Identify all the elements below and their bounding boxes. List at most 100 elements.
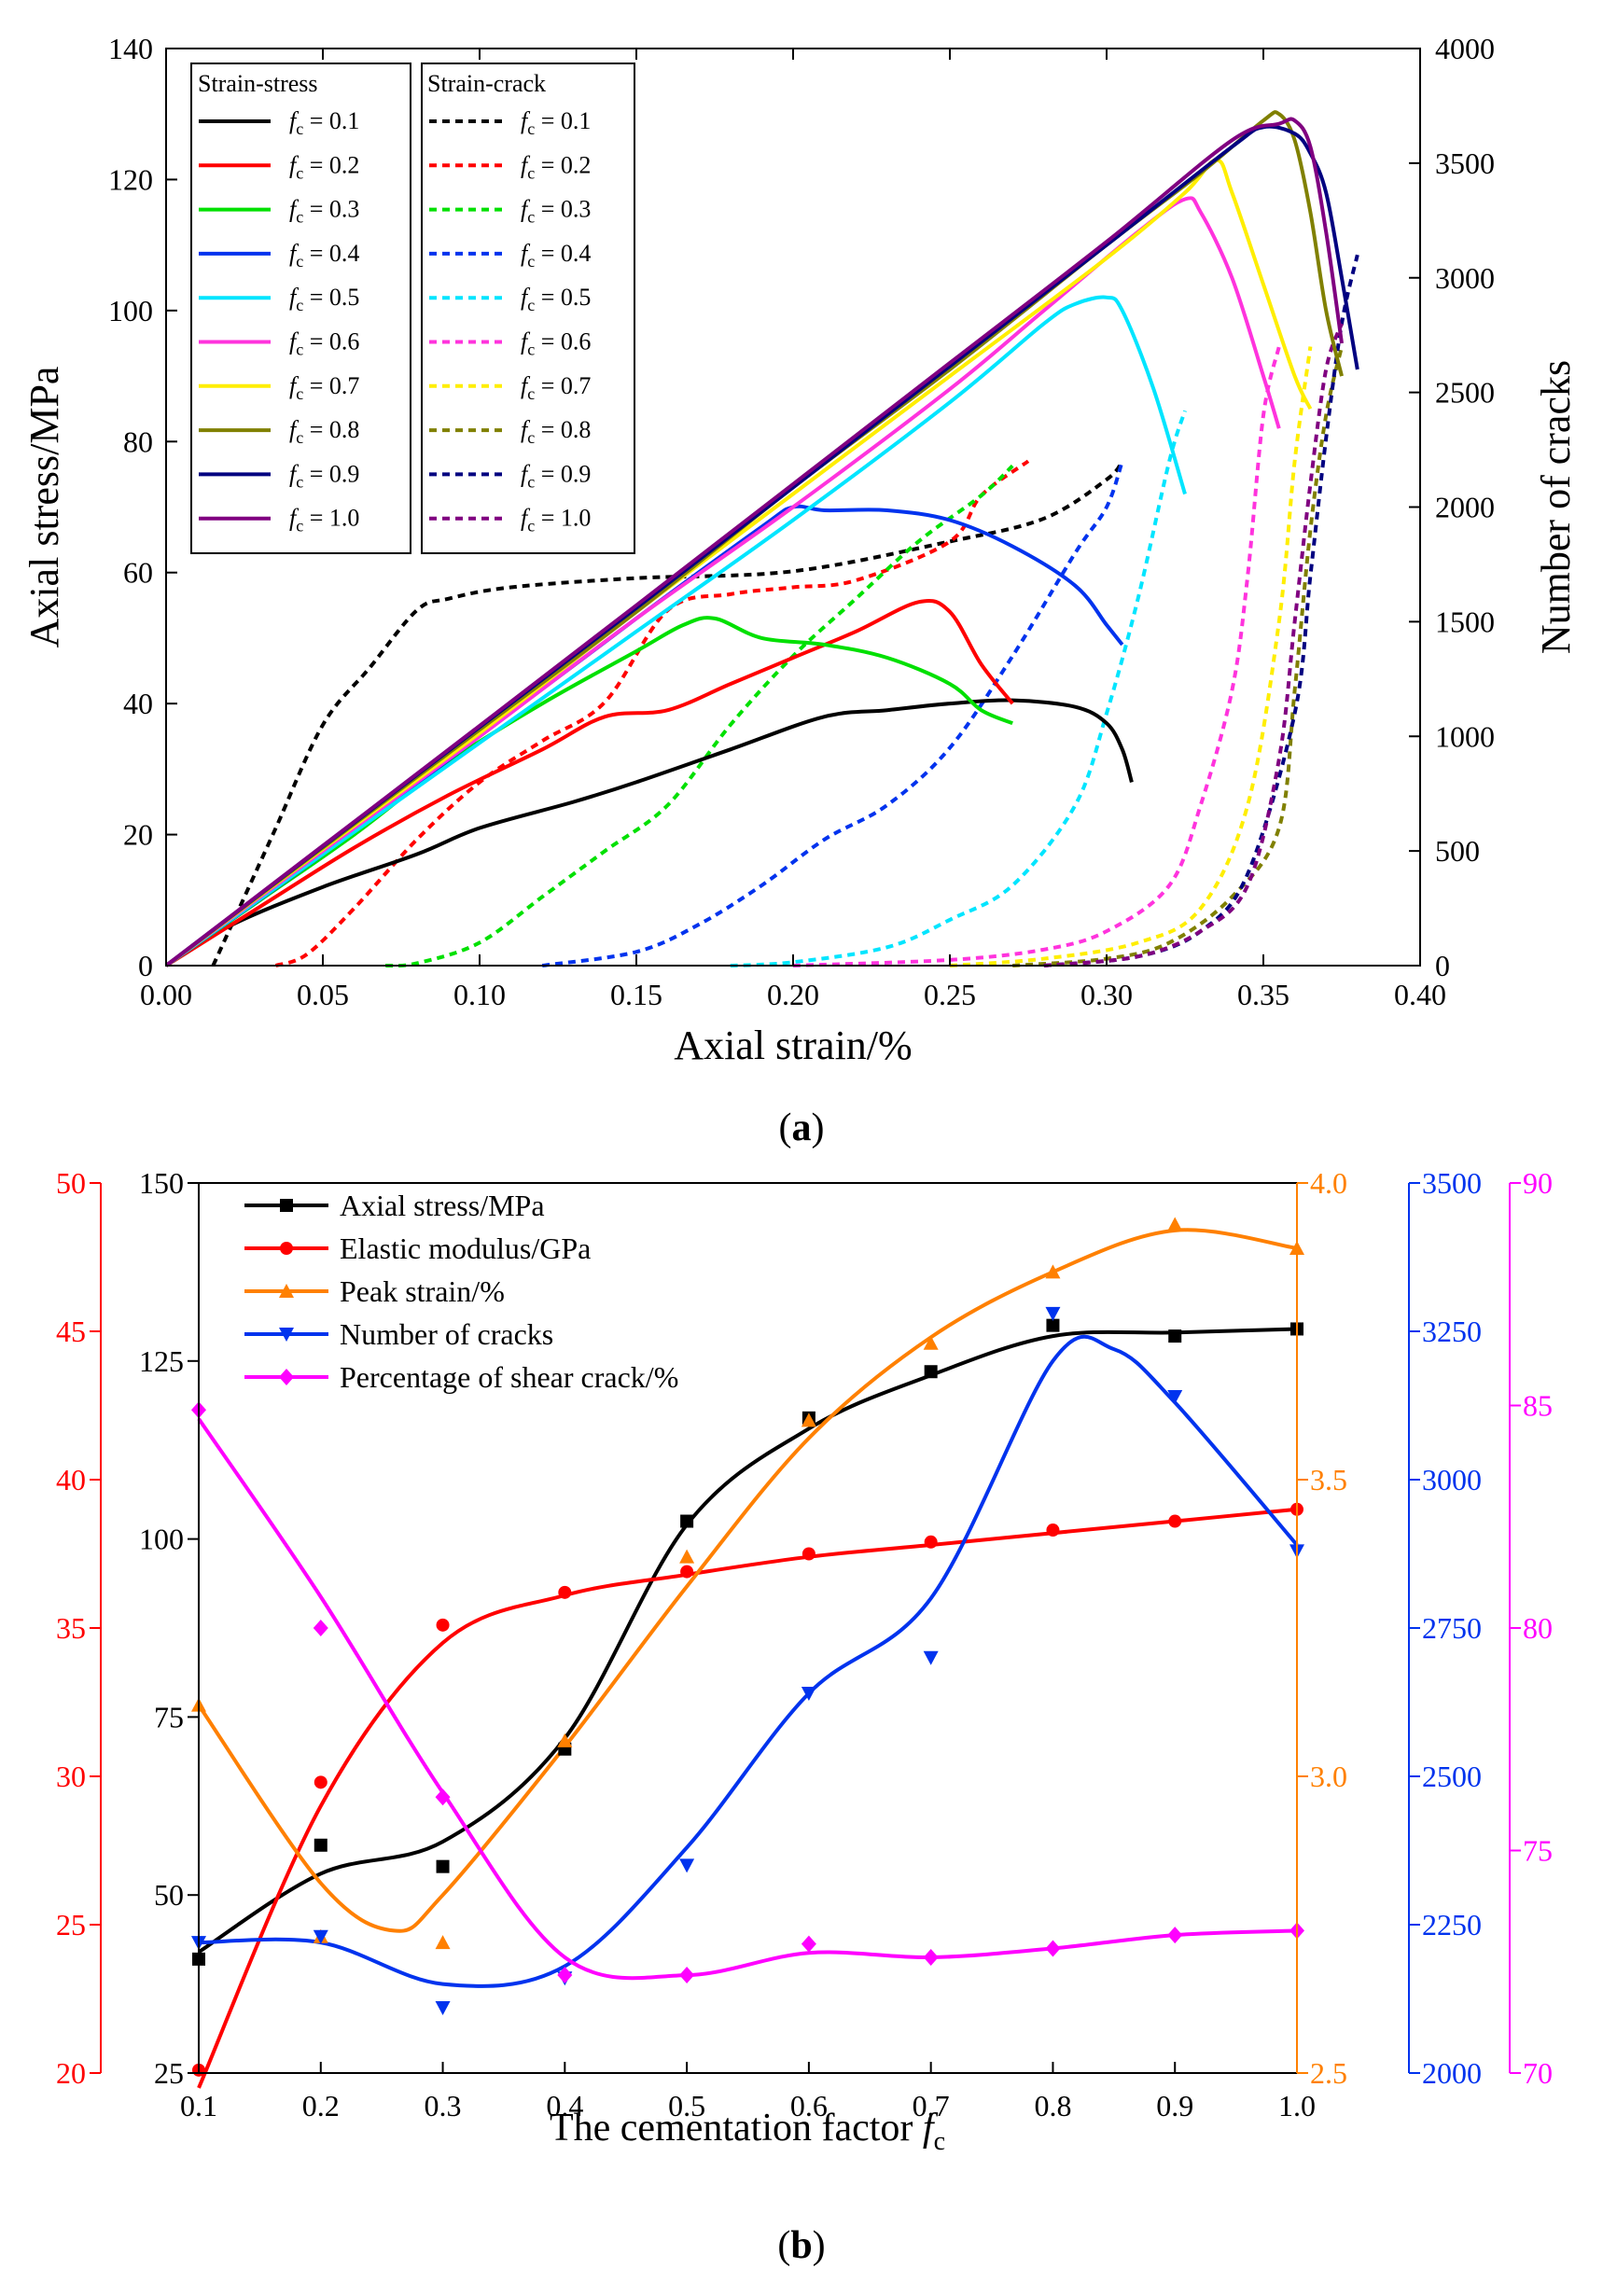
crack-curve-fc-0.5 [730, 410, 1187, 967]
x-tick-label-a: 0.35 [1237, 978, 1289, 1011]
data-point [1045, 1940, 1061, 1957]
legend-label: fc = 0.6 [521, 328, 591, 359]
stress-curve-fc-0.8 [164, 110, 1344, 967]
data-point [558, 1585, 572, 1599]
y-tick-label-b: 45 [56, 1315, 86, 1348]
stress-curve-fc-0.3 [164, 616, 1013, 967]
x-tick-label-b: 0.7 [913, 2089, 950, 2122]
legend-label: fc = 0.7 [521, 372, 591, 403]
x-tick-label-a: 0.20 [767, 978, 819, 1011]
legend-label: fc = 0.9 [521, 460, 591, 491]
y-tick-label-b: 2000 [1422, 2056, 1482, 2090]
y-tick-label-a: 100 [108, 294, 153, 327]
legend-label: Percentage of shear crack/% [340, 1360, 678, 1394]
legend-label: fc = 0.3 [521, 196, 591, 227]
fit-curve-elastic-modulus-gpa [197, 1507, 1298, 2089]
data-point [923, 1335, 939, 1350]
chart-a: 0.00 0.05 0.10 0.15 0.20 0.25 0.30 0.35 0.400204… [21, 32, 1579, 1149]
fit-curve-axial-stress-mpa [197, 1327, 1298, 1954]
x-tick-label-a: 0.00 [140, 978, 192, 1011]
data-point [280, 1242, 293, 1255]
x-tick-label-b: 0.3 [425, 2089, 462, 2122]
x-tick-label-b: 1.0 [1278, 2089, 1316, 2122]
legend-label: fc = 0.4 [289, 240, 359, 271]
stress-curve-fc-0.6 [164, 196, 1281, 967]
data-point [1045, 1264, 1061, 1279]
legend-label: fc = 0.1 [521, 107, 591, 138]
y-tick-label-b: 3000 [1422, 1463, 1482, 1496]
x-tick-label-a: 0.30 [1080, 978, 1133, 1011]
data-point [679, 1549, 695, 1564]
data-point [314, 1775, 328, 1789]
data-point [679, 1858, 695, 1873]
x-tick-label-a: 0.10 [453, 978, 506, 1011]
legend-title: Strain-stress [198, 70, 318, 97]
y-tick-label-b: 4.0 [1310, 1166, 1347, 1200]
y-tick-label-b: 90 [1523, 1166, 1553, 1200]
y2-tick-label-a: 2500 [1435, 376, 1495, 410]
legend-strain-crack: Strain-crack fc = 0.1 fc = 0.2 fc = 0.3 fc =… [421, 63, 635, 554]
data-point [801, 1412, 816, 1427]
chart-b: 0.1 0.2 0.3 0.4 0.5 0.6 0.7 0.8 0.9 1.0 25 50 75 100 1… [56, 1166, 1553, 2267]
y-tick-label-b: 125 [139, 1344, 184, 1378]
legend-strain-stress: Strain-stress fc = 0.1 fc = 0.2 fc = 0.3 fc … [190, 63, 411, 554]
y-tick-label-b: 100 [139, 1523, 184, 1556]
fit-curve-percentage-of-shear-crack- [197, 1417, 1298, 1981]
y-tick-label-b: 25 [56, 1908, 86, 1941]
legend-title: Strain-crack [427, 70, 546, 97]
y-tick-label-b: 75 [154, 1700, 184, 1733]
data-point [680, 1565, 694, 1579]
fit-curve-number-of-cracks [198, 1334, 1299, 1988]
data-point [557, 1967, 573, 1984]
y-tick-label-a: 80 [123, 424, 153, 458]
legend-label: Number of cracks [340, 1317, 553, 1351]
data-point [923, 1650, 939, 1665]
legend-label: Elastic modulus/GPa [340, 1231, 591, 1265]
x-tick-label-b: 0.1 [180, 2089, 217, 2122]
y2-axis-label-a: Number of cracks [1533, 360, 1579, 654]
y-tick-label-b: 3250 [1422, 1315, 1482, 1348]
crack-curve-fc-0.7 [949, 346, 1313, 967]
y-tick-label-a: 20 [123, 818, 153, 852]
data-point [557, 1732, 573, 1747]
crack-curve-fc-0.2 [274, 459, 1030, 967]
y-tick-label-a: 140 [108, 32, 153, 65]
y-tick-label-b: 20 [56, 2056, 86, 2090]
panel-label-b: (b) [777, 2224, 825, 2267]
y-tick-label-b: 150 [139, 1166, 184, 1200]
data-point [280, 1199, 293, 1212]
data-point [924, 1365, 938, 1379]
x-axis-label-a: Axial strain/% [674, 1023, 912, 1068]
y-tick-label-b: 25 [154, 2056, 184, 2090]
data-point [313, 1620, 328, 1636]
crack-curve-fc-0.8 [1012, 346, 1344, 967]
crack-curve-fc-1.0 [1043, 323, 1344, 967]
legend-label: fc = 0.9 [289, 460, 359, 491]
legend-label: fc = 1.0 [521, 505, 591, 536]
y-tick-label-b: 2250 [1422, 1908, 1482, 1941]
data-point [924, 1535, 938, 1549]
legend-box [421, 63, 635, 554]
data-point [1046, 1524, 1060, 1538]
legend-label: fc = 0.5 [521, 284, 591, 314]
legend-box [190, 63, 411, 554]
legend-label: fc = 0.3 [289, 196, 359, 227]
y2-tick-label-a: 2000 [1435, 491, 1495, 524]
y-tick-label-b: 40 [56, 1463, 86, 1496]
data-point [279, 1284, 294, 1298]
y-tick-label-b: 3500 [1422, 1166, 1482, 1200]
legend-label: Axial stress/MPa [340, 1189, 545, 1222]
data-point [314, 1838, 328, 1852]
data-point [313, 1929, 328, 1944]
y-tick-label-b: 35 [56, 1611, 86, 1645]
x-tick-label-b: 0.4 [546, 2089, 583, 2122]
y-tick-label-b: 2750 [1422, 1611, 1482, 1645]
data-point [1167, 1217, 1183, 1231]
legend-b: Axial stress/MPa Elastic modulus/GPa Peak … [244, 1189, 678, 1394]
y-tick-label-b: 2.5 [1310, 2056, 1347, 2090]
crack-curve-fc-0.3 [385, 464, 1014, 968]
y-tick-label-b: 2500 [1422, 1760, 1482, 1793]
y-axis-label-a: Axial stress/MPa [21, 367, 67, 648]
x-axis-label-b: The cementation factor fc [550, 2107, 945, 2156]
